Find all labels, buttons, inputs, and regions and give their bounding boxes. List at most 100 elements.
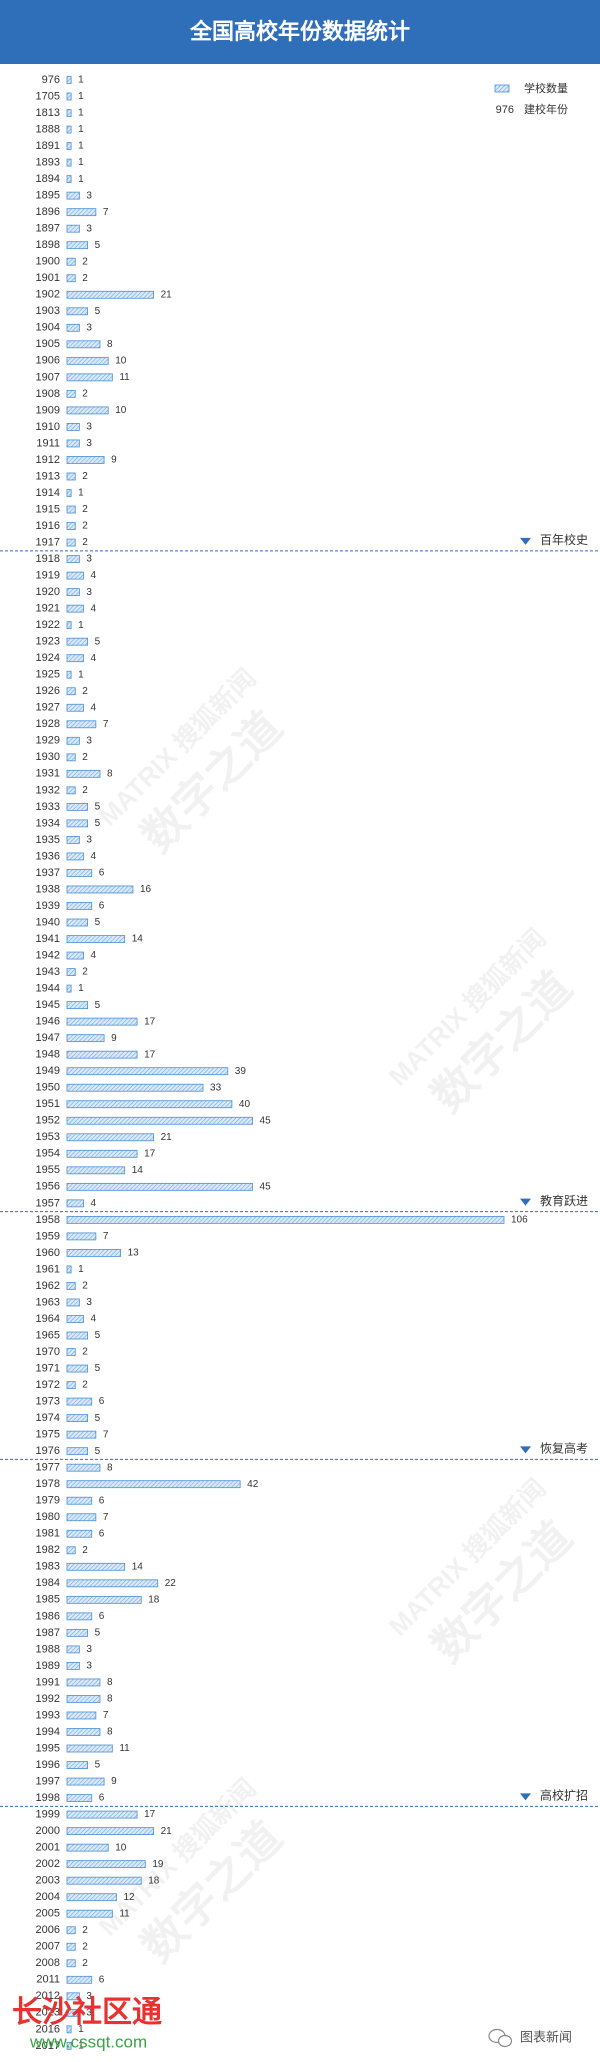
category-label: 1925	[36, 669, 60, 681]
value-label: 1	[78, 75, 84, 86]
bar	[66, 241, 89, 250]
value-label: 1	[78, 108, 84, 119]
category-label: 1996	[36, 1759, 60, 1771]
value-label: 1	[78, 2024, 84, 2035]
value-label: 5	[95, 1760, 101, 1771]
bar	[66, 472, 76, 481]
value-label: 4	[90, 1198, 96, 1209]
category-label: 1984	[36, 1577, 60, 1589]
value-label: 17	[144, 1049, 156, 1060]
value-label: 3	[86, 1644, 92, 1655]
category-label: 1958	[36, 1214, 60, 1226]
bar	[66, 538, 76, 547]
category-label: 1978	[36, 1478, 60, 1490]
category-label: 1945	[36, 999, 60, 1011]
category-label: 1918	[36, 553, 60, 565]
category-label: 1906	[36, 355, 60, 367]
value-label: 8	[107, 768, 113, 779]
value-label: 1	[78, 620, 84, 631]
category-label: 1911	[36, 437, 60, 449]
category-label: 1705	[36, 90, 60, 102]
bar	[66, 637, 89, 646]
value-label: 3	[86, 422, 92, 433]
category-label: 1921	[36, 603, 60, 615]
category-label: 1915	[36, 503, 60, 515]
category-label: 1917	[36, 536, 60, 548]
value-label: 5	[95, 1413, 101, 1424]
category-label: 1931	[36, 768, 60, 780]
value-label: 3	[86, 1297, 92, 1308]
bar	[66, 1546, 76, 1555]
bar	[66, 1215, 505, 1224]
legend-swatch	[494, 84, 510, 93]
value-label: 6	[99, 1528, 105, 1539]
bar	[66, 918, 89, 927]
category-label: 1896	[36, 206, 60, 218]
category-label: 1986	[36, 1610, 60, 1622]
category-label: 1993	[36, 1709, 60, 1721]
bar	[66, 439, 80, 448]
value-label: 7	[103, 1231, 109, 1242]
category-label: 1937	[36, 867, 60, 879]
category-label: 1920	[36, 586, 60, 598]
value-label: 14	[132, 934, 144, 945]
value-label: 22	[165, 1578, 177, 1589]
bar	[66, 687, 76, 696]
section-label: 恢复高考	[540, 1441, 588, 1456]
category-label: 1922	[36, 619, 60, 631]
value-label: 2	[82, 504, 88, 515]
bar	[66, 1860, 146, 1869]
category-label: 1909	[36, 404, 60, 416]
section-marker	[520, 1198, 531, 1206]
category-label: 1950	[36, 1082, 60, 1094]
value-label: 2	[82, 1347, 88, 1358]
category-label: 2008	[36, 1957, 60, 1969]
bar	[66, 76, 72, 84]
bar	[66, 802, 89, 811]
bar	[66, 522, 76, 530]
bar	[66, 356, 109, 365]
section-label: 教育跃进	[540, 1193, 588, 1208]
category-label: 2007	[36, 1941, 60, 1953]
bar	[66, 1595, 142, 1604]
value-label: 3	[86, 322, 92, 333]
value-label: 4	[90, 851, 96, 862]
value-label: 1	[78, 488, 84, 499]
category-label: 1980	[36, 1511, 60, 1523]
bar	[66, 1959, 76, 1968]
bar	[66, 1083, 204, 1092]
value-label: 4	[90, 702, 96, 713]
bar	[66, 208, 97, 217]
category-label: 1916	[36, 520, 60, 532]
value-label: 2	[82, 1380, 88, 1391]
category-label: 1908	[36, 388, 60, 400]
value-label: 2	[82, 1958, 88, 1969]
bar	[66, 604, 84, 613]
bar	[66, 125, 72, 134]
value-label: 2	[82, 471, 88, 482]
category-label: 1957	[36, 1197, 60, 1209]
bar	[66, 423, 80, 431]
category-label: 2017	[36, 2040, 60, 2052]
category-label: 1888	[36, 123, 60, 135]
category-label: 1960	[36, 1247, 60, 1259]
bar	[66, 1992, 80, 2001]
category-label: 1903	[36, 305, 60, 317]
category-label: 1985	[36, 1594, 60, 1606]
bar	[66, 1282, 76, 1290]
value-label: 5	[95, 306, 101, 317]
bar	[66, 1645, 80, 1654]
value-label: 14	[132, 1561, 144, 1572]
bar	[66, 1001, 89, 1010]
value-label: 2	[82, 521, 88, 532]
category-label: 1893	[36, 157, 60, 169]
bar	[66, 1166, 126, 1175]
bar	[66, 1926, 76, 1935]
value-label: 16	[140, 884, 152, 895]
value-label: 1	[78, 124, 84, 135]
value-label: 2	[82, 256, 88, 267]
category-label: 1939	[36, 900, 60, 912]
bar	[66, 1463, 101, 1472]
value-label: 6	[99, 1974, 105, 1985]
